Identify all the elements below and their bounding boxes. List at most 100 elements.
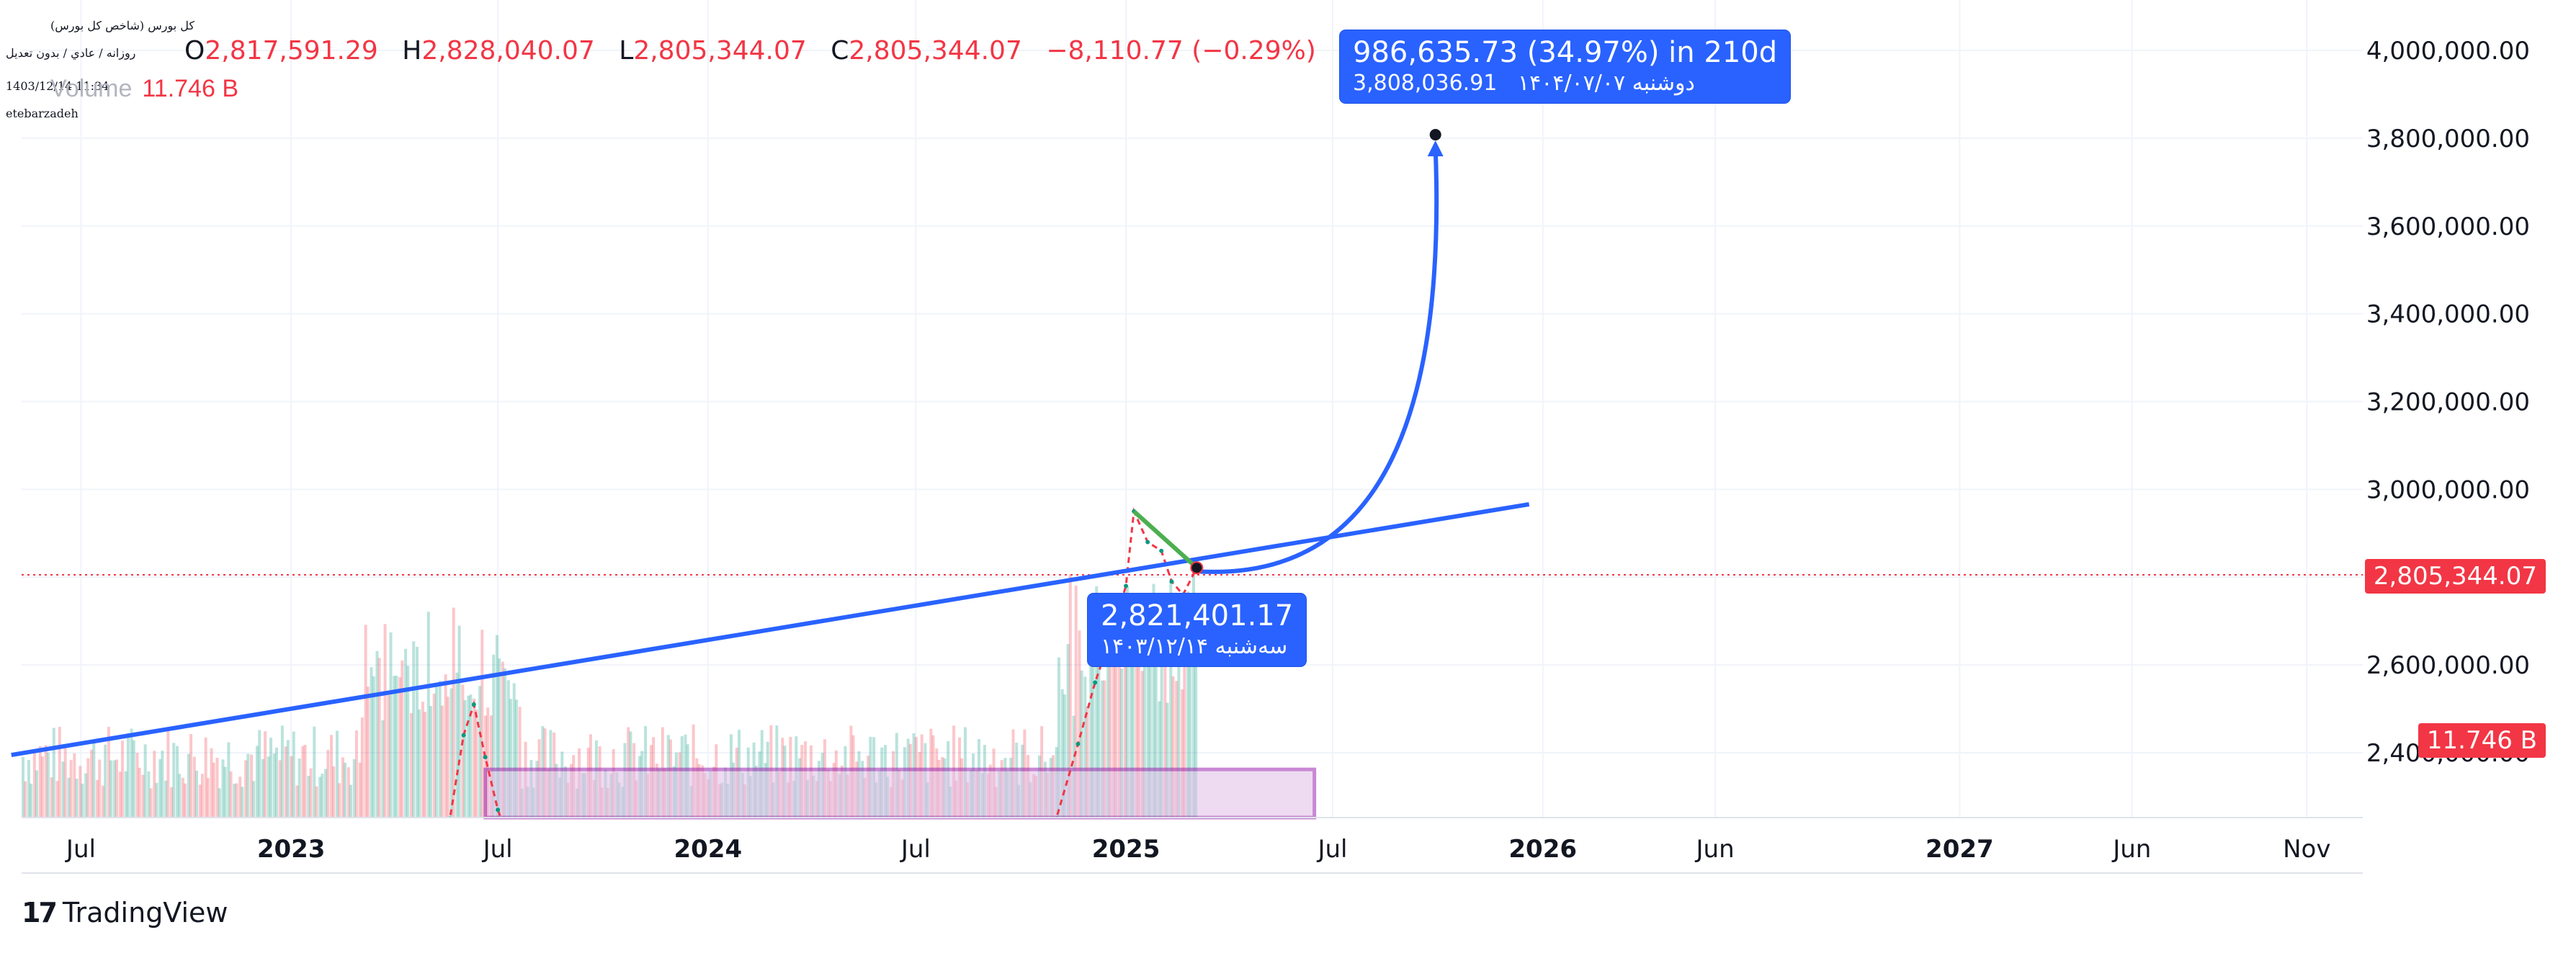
current-callout-price: 2,821,401.17 xyxy=(1101,599,1294,632)
volume-bar xyxy=(1154,645,1158,818)
volume-bar xyxy=(1129,649,1132,818)
high-value: 2,828,040.07 xyxy=(421,36,595,66)
volume-bar xyxy=(264,731,267,818)
volume-bar xyxy=(326,750,330,818)
price-point xyxy=(1075,741,1081,746)
volume-bar xyxy=(509,699,512,818)
volume-bar xyxy=(415,646,419,818)
volume-bar xyxy=(261,759,264,818)
volume-bar xyxy=(1089,623,1093,818)
volume-bar xyxy=(1114,666,1118,818)
volume-bar xyxy=(1083,676,1087,818)
volume-bar xyxy=(366,686,370,818)
low-value: 2,805,344.07 xyxy=(633,36,807,66)
price-series xyxy=(447,507,1199,818)
volume-bar xyxy=(130,728,133,818)
grid xyxy=(22,0,2363,818)
x-tick-label: Jul xyxy=(1316,835,1347,864)
volume-bar xyxy=(30,783,33,818)
volume-bar xyxy=(341,757,344,818)
volume-bar xyxy=(389,632,393,818)
volume-bar xyxy=(1066,644,1070,818)
volume-bar xyxy=(1186,591,1190,818)
x-tick-label: Jul xyxy=(65,835,96,864)
price-point xyxy=(461,733,466,738)
volume-bar xyxy=(473,698,476,818)
volume-bar xyxy=(44,745,48,818)
volume-bar xyxy=(32,750,36,818)
volume-bar xyxy=(204,737,207,818)
volume-bar xyxy=(401,660,404,818)
volume-bar xyxy=(455,672,459,818)
volume-bar xyxy=(418,709,421,818)
volume-bar xyxy=(290,756,293,818)
volume-bar xyxy=(1057,657,1060,818)
volume-bar xyxy=(86,758,90,818)
projection-arrowhead xyxy=(1427,140,1444,156)
volume-bar xyxy=(124,771,128,818)
volume-bar xyxy=(518,707,522,818)
volume-bar xyxy=(506,680,510,818)
volume-bar xyxy=(27,760,30,818)
price-point xyxy=(483,755,488,760)
volume-bar xyxy=(52,728,55,818)
y-tick-label: 4,000,000.00 xyxy=(2366,37,2530,66)
current-callout[interactable]: 2,821,401.17 سه‌شنبه ۱۴۰۳/۱۲/۱۴ xyxy=(1088,594,1307,666)
volume-bar xyxy=(235,783,238,818)
x-tick-label: 2024 xyxy=(674,835,742,864)
green-line xyxy=(1132,509,1199,570)
volume-bar xyxy=(324,769,328,818)
volume-bar xyxy=(486,707,490,818)
close-label: C xyxy=(831,36,849,66)
volume-bar xyxy=(1142,637,1146,818)
volume-bar xyxy=(410,712,413,818)
volume-bar xyxy=(256,746,259,818)
price-point xyxy=(1124,583,1129,589)
trendline xyxy=(11,502,1530,758)
volume-bar xyxy=(426,612,430,818)
volume-bar xyxy=(498,658,501,818)
price-point xyxy=(496,807,501,813)
volume-bar xyxy=(1106,610,1110,818)
target-callout[interactable]: 986,635.73 (34.97%) in 210d 3,808,036.91… xyxy=(1340,30,1791,103)
volume-bar xyxy=(1166,702,1169,818)
x-tick-label: 2027 xyxy=(1926,835,1994,864)
x-axis-labels: Jul 2023 Jul 2024 Jul 2025 Jul 2026 Jun 2027 Jun No… xyxy=(65,835,2331,864)
volume-bar xyxy=(104,744,107,818)
volume-bar xyxy=(164,780,168,818)
timestamp: 1403/12/14 11:34 xyxy=(6,79,109,93)
projection-curve xyxy=(1197,147,1439,574)
volume-bar xyxy=(278,760,282,818)
volume-bar xyxy=(141,774,145,818)
volume-bar xyxy=(440,705,444,818)
price-line xyxy=(449,507,1198,818)
volume-bar xyxy=(1175,681,1179,818)
volume-label: Volume xyxy=(50,75,133,102)
volume-bar xyxy=(61,761,65,818)
volume-bar xyxy=(383,624,387,818)
volume-bar xyxy=(170,787,174,818)
volume-bar xyxy=(444,674,447,818)
volume-bar xyxy=(398,677,402,818)
volume-bar xyxy=(132,740,135,818)
volume-bar xyxy=(184,783,187,818)
volume-bar xyxy=(432,693,436,818)
volume-bar xyxy=(1063,694,1066,818)
tradingview-logo[interactable]: 17 TradingView xyxy=(22,897,228,929)
volume-bar xyxy=(1140,671,1144,818)
volume-bar xyxy=(318,777,322,818)
volume-bar xyxy=(1171,676,1175,818)
volume-bar xyxy=(1080,670,1083,818)
volume-bar xyxy=(147,771,151,818)
volume-bar xyxy=(461,684,465,818)
volume-bar xyxy=(370,667,373,818)
volume-bar xyxy=(172,743,176,818)
volume-bar xyxy=(421,702,424,818)
volume-bar xyxy=(38,746,42,818)
volume-bar xyxy=(90,749,94,818)
volume-bar xyxy=(198,784,202,818)
volume-bar xyxy=(349,784,352,818)
y-tick-label: 3,600,000.00 xyxy=(2366,212,2530,241)
volume-bar xyxy=(206,778,210,818)
